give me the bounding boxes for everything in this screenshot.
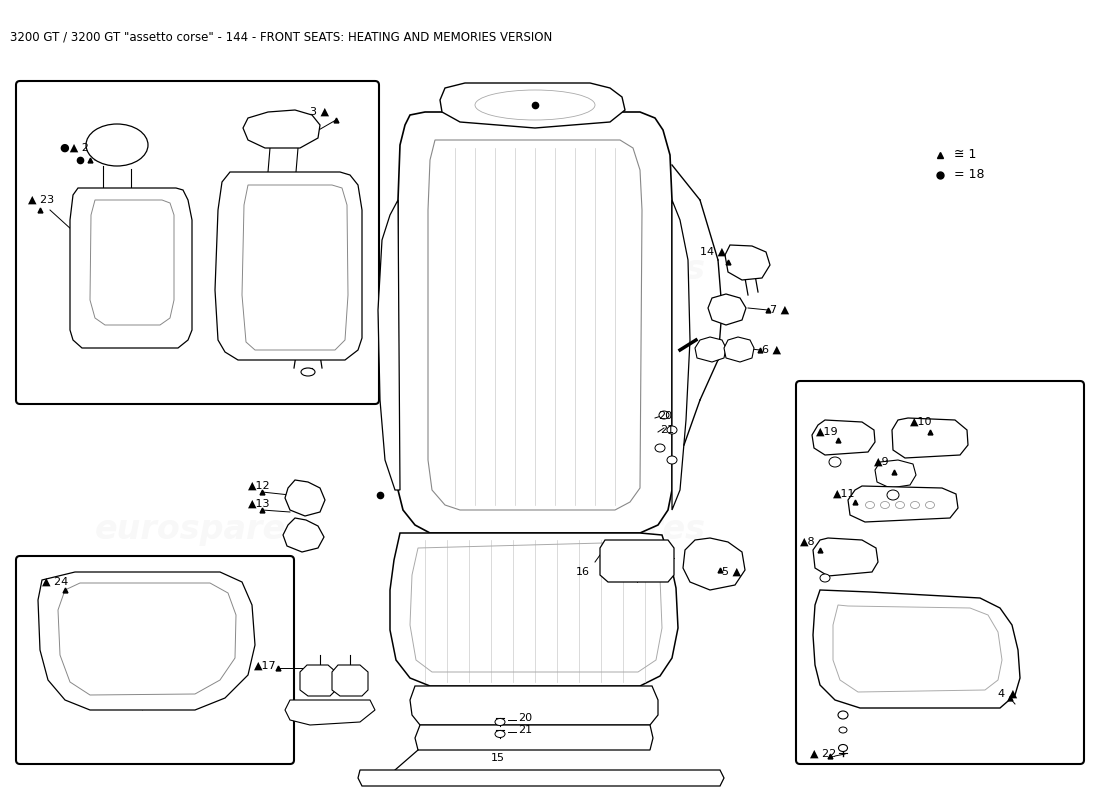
Ellipse shape <box>667 456 676 464</box>
Ellipse shape <box>654 444 666 452</box>
Polygon shape <box>708 294 746 325</box>
Text: 4 ▲: 4 ▲ <box>998 689 1018 699</box>
Text: 21: 21 <box>660 425 674 435</box>
Text: ▲8: ▲8 <box>800 537 815 547</box>
FancyBboxPatch shape <box>16 556 294 764</box>
Polygon shape <box>283 518 324 552</box>
Text: 3 ▲: 3 ▲ <box>310 107 329 117</box>
Polygon shape <box>695 337 726 362</box>
Ellipse shape <box>838 745 847 751</box>
Text: ▲11: ▲11 <box>833 489 856 499</box>
Polygon shape <box>390 533 678 686</box>
Polygon shape <box>812 420 874 455</box>
Polygon shape <box>724 337 754 362</box>
Text: 16: 16 <box>576 567 590 577</box>
Ellipse shape <box>495 718 505 726</box>
Text: ▲10: ▲10 <box>910 417 933 427</box>
Polygon shape <box>398 112 672 533</box>
Ellipse shape <box>820 574 830 582</box>
Polygon shape <box>725 245 770 280</box>
Ellipse shape <box>659 411 669 419</box>
Text: ●▲ 2: ●▲ 2 <box>60 143 89 153</box>
Text: 14 ▲: 14 ▲ <box>700 247 726 257</box>
Ellipse shape <box>887 490 899 500</box>
Polygon shape <box>683 538 745 590</box>
Text: 5 ▲: 5 ▲ <box>722 567 741 577</box>
Text: ▲ 22: ▲ 22 <box>810 749 836 759</box>
Polygon shape <box>440 83 625 128</box>
Text: ▲ 23: ▲ 23 <box>28 195 54 205</box>
Ellipse shape <box>829 457 842 467</box>
Ellipse shape <box>839 727 847 733</box>
Text: 3200 GT / 3200 GT "assetto corse" - 144 - FRONT SEATS: HEATING AND MEMORIES VERS: 3200 GT / 3200 GT "assetto corse" - 144 … <box>10 30 552 43</box>
Polygon shape <box>892 418 968 458</box>
Text: 6 ▲: 6 ▲ <box>762 345 781 355</box>
Polygon shape <box>813 538 878 576</box>
Text: ≅ 1: ≅ 1 <box>950 149 977 162</box>
Text: 20: 20 <box>658 411 672 421</box>
Polygon shape <box>672 200 690 510</box>
Polygon shape <box>410 686 658 725</box>
Polygon shape <box>70 188 192 348</box>
Text: eurospares: eurospares <box>495 254 705 286</box>
Polygon shape <box>874 460 916 488</box>
Polygon shape <box>285 480 324 516</box>
Ellipse shape <box>667 426 676 434</box>
Polygon shape <box>285 700 375 725</box>
Text: ▲17: ▲17 <box>254 661 276 671</box>
Ellipse shape <box>495 730 505 738</box>
Text: ▲13: ▲13 <box>248 499 271 509</box>
Text: ▲19: ▲19 <box>816 427 838 437</box>
Text: ▲ 24: ▲ 24 <box>42 577 68 587</box>
Polygon shape <box>243 110 320 148</box>
Polygon shape <box>332 665 368 696</box>
Polygon shape <box>415 725 653 750</box>
Text: ▲9: ▲9 <box>874 457 890 467</box>
Polygon shape <box>378 200 400 490</box>
Polygon shape <box>848 486 958 522</box>
Polygon shape <box>300 665 336 696</box>
Text: 20: 20 <box>518 713 532 723</box>
Polygon shape <box>39 572 255 710</box>
Text: 21: 21 <box>518 725 532 735</box>
Polygon shape <box>813 590 1020 708</box>
Text: 15: 15 <box>491 753 505 763</box>
FancyBboxPatch shape <box>16 81 379 404</box>
Polygon shape <box>214 172 362 360</box>
Text: eurospares: eurospares <box>495 514 705 546</box>
Polygon shape <box>600 540 674 582</box>
Text: eurospares: eurospares <box>95 514 306 546</box>
Ellipse shape <box>86 124 148 166</box>
Ellipse shape <box>838 711 848 719</box>
Ellipse shape <box>301 368 315 376</box>
FancyBboxPatch shape <box>796 381 1084 764</box>
Text: 7 ▲: 7 ▲ <box>770 305 789 315</box>
Text: eurospares: eurospares <box>95 254 306 286</box>
Polygon shape <box>358 770 724 786</box>
Text: ▲12: ▲12 <box>248 481 271 491</box>
Text: = 18: = 18 <box>950 169 984 182</box>
